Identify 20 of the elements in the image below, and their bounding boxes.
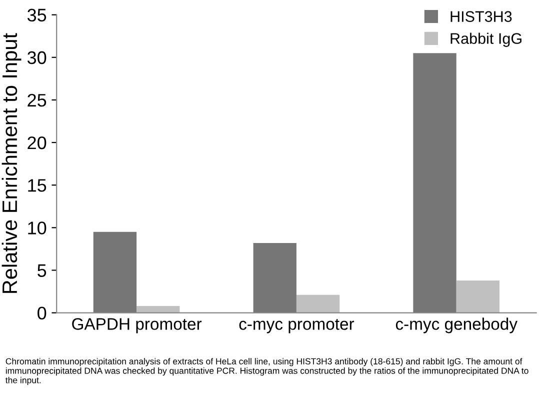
y-axis-title: Relative Enrichment to Input (2, 33, 22, 293)
y-tick-label: 20 (28, 136, 46, 150)
x-tick-label: c-myc genebody (396, 318, 518, 334)
text: Chromatin immunoprecipitation analysis of extracts of HeLa cell line, using HIST3H3 antibody (18-615) and rabbit IgG. The amount of immunoprecipitated DNA was checked by quantitative PCR. Histogram was constructed by the ratios of the immunoprecipitated DNA to the input. (6, 358, 528, 386)
y-tick-label: 10 (28, 222, 46, 234)
legend-label: Rabbit IgG (450, 32, 522, 47)
y-tick-label: 25 (28, 94, 46, 107)
y-tick-label: 35 (27, 8, 46, 22)
bar (296, 294, 340, 313)
y-tick-label: 0 (38, 306, 46, 320)
x-tick-label: GAPDH promoter (72, 318, 202, 334)
bar (456, 280, 500, 313)
bar (413, 53, 456, 313)
x-tick-label: c-myc promoter (239, 318, 354, 334)
bar (253, 242, 296, 313)
y-tick-label: 5 (38, 264, 46, 277)
y-tick-label: 30 (27, 51, 46, 64)
bar (93, 232, 137, 313)
y-tick-label: 15 (28, 179, 46, 192)
legend-label: HIST3H3 (450, 11, 512, 22)
